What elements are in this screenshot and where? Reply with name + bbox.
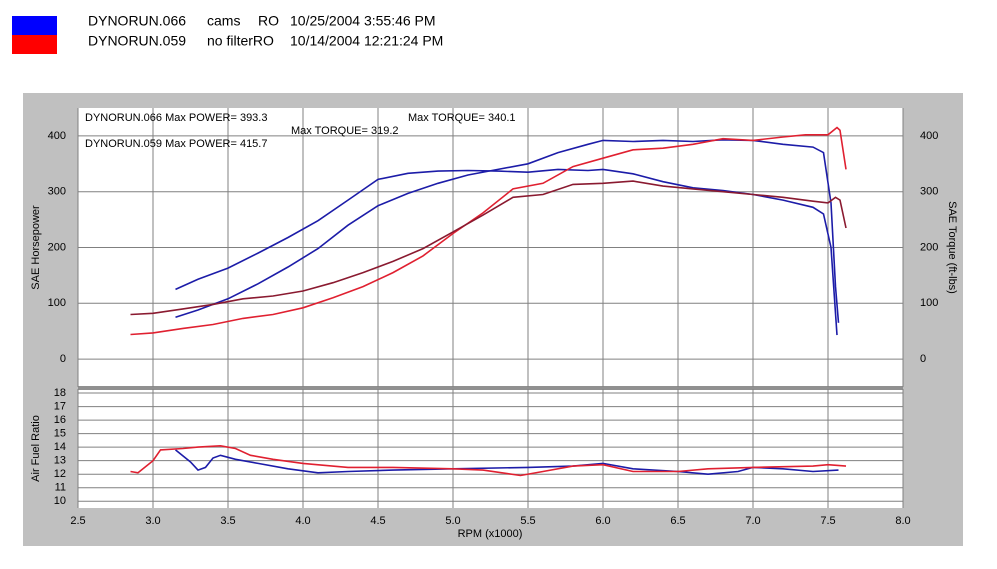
series-line bbox=[175, 138, 840, 323]
y-axis-label: Air Fuel Ratio bbox=[30, 415, 42, 482]
y-tick-label: 18 bbox=[54, 387, 66, 399]
series-line bbox=[130, 126, 847, 336]
x-tick-label: 6.0 bbox=[595, 515, 610, 527]
legend-swatch bbox=[12, 35, 57, 54]
divider bbox=[78, 386, 903, 390]
y-tick-label: 16 bbox=[54, 414, 66, 426]
y2-tick-label: 400 bbox=[920, 130, 938, 142]
y-tick-label: 300 bbox=[48, 186, 66, 198]
y-tick-label: 14 bbox=[54, 441, 66, 453]
annotation: Max TORQUE= 340.1 bbox=[408, 112, 516, 124]
x-tick-label: 5.0 bbox=[445, 515, 460, 527]
series-line bbox=[175, 168, 838, 336]
x-tick-label: 3.0 bbox=[145, 515, 160, 527]
y2-tick-label: 200 bbox=[920, 241, 938, 253]
legend-text: DYNORUN.066 bbox=[88, 13, 186, 29]
x-tick-label: 4.0 bbox=[295, 515, 310, 527]
annotation: DYNORUN.059 Max POWER= 415.7 bbox=[85, 138, 267, 150]
y-tick-label: 200 bbox=[48, 241, 66, 253]
y-tick-label: 0 bbox=[60, 353, 66, 365]
legend-text: 10/14/2004 12:21:24 PM bbox=[290, 33, 443, 49]
y-tick-label: 400 bbox=[48, 130, 66, 142]
y2-axis-label: SAE Torque (ft-lbs) bbox=[946, 201, 958, 294]
legend-swatch bbox=[12, 16, 57, 35]
legend-text: cams bbox=[207, 13, 240, 29]
y-tick-label: 13 bbox=[54, 455, 66, 467]
y2-tick-label: 0 bbox=[920, 353, 926, 365]
x-tick-label: 6.5 bbox=[670, 515, 685, 527]
y-tick-label: 17 bbox=[54, 400, 66, 412]
x-tick-label: 8.0 bbox=[895, 515, 910, 527]
legend-text: 10/25/2004 3:55:46 PM bbox=[290, 13, 436, 29]
legend-text: DYNORUN.059 bbox=[88, 33, 186, 49]
x-tick-label: 3.5 bbox=[220, 515, 235, 527]
annotation: DYNORUN.066 Max POWER= 393.3 bbox=[85, 112, 267, 124]
x-tick-label: 2.5 bbox=[70, 515, 85, 527]
y-tick-label: 10 bbox=[54, 495, 66, 507]
y2-tick-label: 300 bbox=[920, 186, 938, 198]
x-tick-label: 5.5 bbox=[520, 515, 535, 527]
x-tick-label: 4.5 bbox=[370, 515, 385, 527]
y2-tick-label: 100 bbox=[920, 297, 938, 309]
x-tick-label: 7.0 bbox=[745, 515, 760, 527]
annotation: Max TORQUE= 319.2 bbox=[291, 125, 399, 137]
y-axis-label: SAE Horsepower bbox=[30, 205, 42, 290]
y-tick-label: 100 bbox=[48, 297, 66, 309]
y-tick-label: 12 bbox=[54, 468, 66, 480]
series-line bbox=[174, 449, 839, 476]
series-line bbox=[130, 444, 847, 477]
x-tick-label: 7.5 bbox=[820, 515, 835, 527]
y-tick-label: 15 bbox=[54, 428, 66, 440]
x-axis-label: RPM (x1000) bbox=[458, 528, 523, 540]
y-tick-label: 11 bbox=[55, 482, 66, 494]
legend-text: RO bbox=[258, 13, 279, 29]
series-line bbox=[130, 180, 847, 316]
legend-text: no filterRO bbox=[207, 33, 274, 49]
